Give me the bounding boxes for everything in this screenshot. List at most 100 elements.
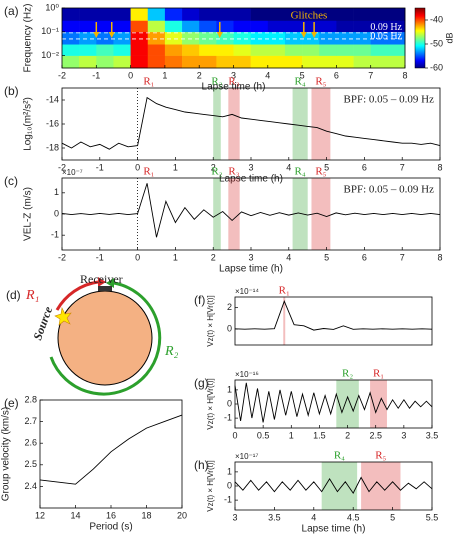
x-tick-label: 3 bbox=[248, 252, 253, 262]
x-tick-label: 12 bbox=[35, 510, 45, 520]
heat-cell bbox=[233, 31, 251, 45]
x-tick-label: 5 bbox=[390, 512, 395, 522]
region bbox=[228, 88, 240, 160]
heat-cell bbox=[267, 20, 286, 33]
heat-cell bbox=[164, 44, 183, 56]
r1-label: R₁ bbox=[25, 288, 39, 303]
x-axis-label: Period (s) bbox=[89, 522, 132, 533]
heat-cell bbox=[370, 20, 389, 33]
x-tick-label: 4 bbox=[286, 252, 291, 262]
colorbar bbox=[414, 7, 426, 69]
panel-label: (c) bbox=[4, 174, 18, 188]
source-icon bbox=[54, 307, 72, 326]
heat-cell bbox=[199, 20, 217, 33]
filter-note: BPF: 0.05 – 0.09 Hz bbox=[344, 184, 435, 196]
heat-cell bbox=[199, 55, 217, 69]
region-label: R₄ bbox=[334, 450, 345, 462]
heat-cell bbox=[62, 55, 80, 69]
region-label: R₅ bbox=[375, 450, 386, 462]
y-tick-label: 0 bbox=[227, 398, 232, 408]
heat-cell bbox=[113, 31, 131, 45]
x-axis-label: Lapse time (h) bbox=[219, 174, 283, 185]
heat-cell bbox=[353, 31, 371, 45]
heat-cell bbox=[182, 31, 200, 45]
heat-cell bbox=[319, 31, 337, 45]
heat-cell bbox=[96, 55, 114, 69]
heat-cell bbox=[284, 31, 303, 45]
y-multiplier: ×10⁻⁷ bbox=[62, 168, 83, 177]
x-tick-label: -1 bbox=[96, 252, 104, 262]
r2-label: R₂ bbox=[164, 344, 179, 359]
x-tick-label: -2 bbox=[58, 162, 66, 172]
x-tick-label: 1 bbox=[173, 162, 178, 172]
x-tick-label: 3 bbox=[248, 162, 253, 172]
heat-cell bbox=[79, 8, 97, 21]
x-tick-label: 3 bbox=[232, 512, 237, 522]
heat-cell bbox=[302, 20, 320, 33]
region bbox=[311, 178, 331, 250]
region bbox=[283, 297, 286, 345]
data-line bbox=[61, 183, 441, 238]
x-tick-label: 3.5 bbox=[268, 512, 281, 522]
data-line bbox=[234, 300, 433, 331]
heat-cell bbox=[387, 55, 406, 69]
heat-cell bbox=[182, 44, 200, 56]
heat-cell bbox=[199, 44, 217, 56]
x-tick-label: 5 bbox=[300, 70, 305, 80]
x-tick-label: 1 bbox=[162, 70, 167, 80]
heat-cell bbox=[319, 8, 337, 21]
y-axis-label: Log₁₀(m²/s²) bbox=[23, 97, 34, 151]
x-tick-label: 1.5 bbox=[313, 430, 326, 440]
region-label: R₃ bbox=[228, 76, 239, 88]
y-tick-label: 2.5 bbox=[24, 459, 37, 469]
panel-label: (f) bbox=[194, 293, 205, 307]
y-tick-label: -18 bbox=[46, 142, 59, 152]
y-multiplier: ×10⁻¹⁶ bbox=[235, 370, 259, 379]
heat-cell bbox=[62, 44, 80, 56]
y-tick-label: -1 bbox=[51, 230, 59, 240]
heat-cell bbox=[147, 20, 166, 33]
x-tick-label: 4 bbox=[311, 512, 316, 522]
x-tick-label: 2.5 bbox=[369, 430, 382, 440]
y-tick-label: -16 bbox=[46, 118, 59, 128]
panel-label: (d) bbox=[6, 288, 21, 302]
heat-cell bbox=[336, 20, 354, 33]
heat-cell bbox=[62, 8, 80, 21]
heat-cell bbox=[79, 20, 97, 33]
y-tick-label: 2 bbox=[227, 302, 232, 312]
panel-label: (a) bbox=[4, 4, 19, 18]
x-tick-label: 8 bbox=[437, 252, 442, 262]
y-tick-label: 2.4 bbox=[24, 481, 37, 491]
heat-cell bbox=[147, 55, 166, 69]
heat-cell bbox=[164, 20, 183, 33]
x-tick-label: 3 bbox=[401, 430, 406, 440]
glitch-arrowhead bbox=[300, 32, 307, 38]
heat-cell bbox=[267, 8, 286, 21]
heat-cell bbox=[250, 44, 269, 56]
x-tick-label: 5 bbox=[324, 252, 329, 262]
glitch-arrowhead bbox=[216, 32, 223, 38]
region bbox=[370, 380, 387, 428]
glitch-arrowhead bbox=[108, 32, 115, 38]
y-tick-label: -1 bbox=[224, 494, 232, 504]
heat-cell bbox=[182, 20, 200, 33]
cutoff-label: 0.09 Hz bbox=[370, 22, 402, 33]
r1-arrow bbox=[98, 277, 106, 287]
x-axis-label: Lapse time (h) bbox=[219, 264, 283, 275]
heat-cell bbox=[96, 20, 114, 33]
x-tick-label: 5.5 bbox=[426, 512, 439, 522]
x-tick-label: 8 bbox=[437, 162, 442, 172]
r2-arrow bbox=[106, 278, 114, 288]
region bbox=[292, 88, 308, 160]
x-tick-label: 3.5 bbox=[426, 430, 439, 440]
x-tick-label: 8 bbox=[402, 70, 407, 80]
y-multiplier: ×10⁻¹⁴ bbox=[235, 287, 259, 296]
r2-path bbox=[49, 281, 162, 396]
colorbar-tick-label: -40 bbox=[430, 14, 443, 24]
heat-cell bbox=[147, 44, 166, 56]
y-tick-label: 2.7 bbox=[24, 416, 37, 426]
heat-cell bbox=[113, 8, 131, 21]
heat-cell bbox=[302, 44, 320, 56]
y-tick-label: 1 bbox=[54, 187, 59, 197]
heat-cell bbox=[130, 55, 149, 69]
